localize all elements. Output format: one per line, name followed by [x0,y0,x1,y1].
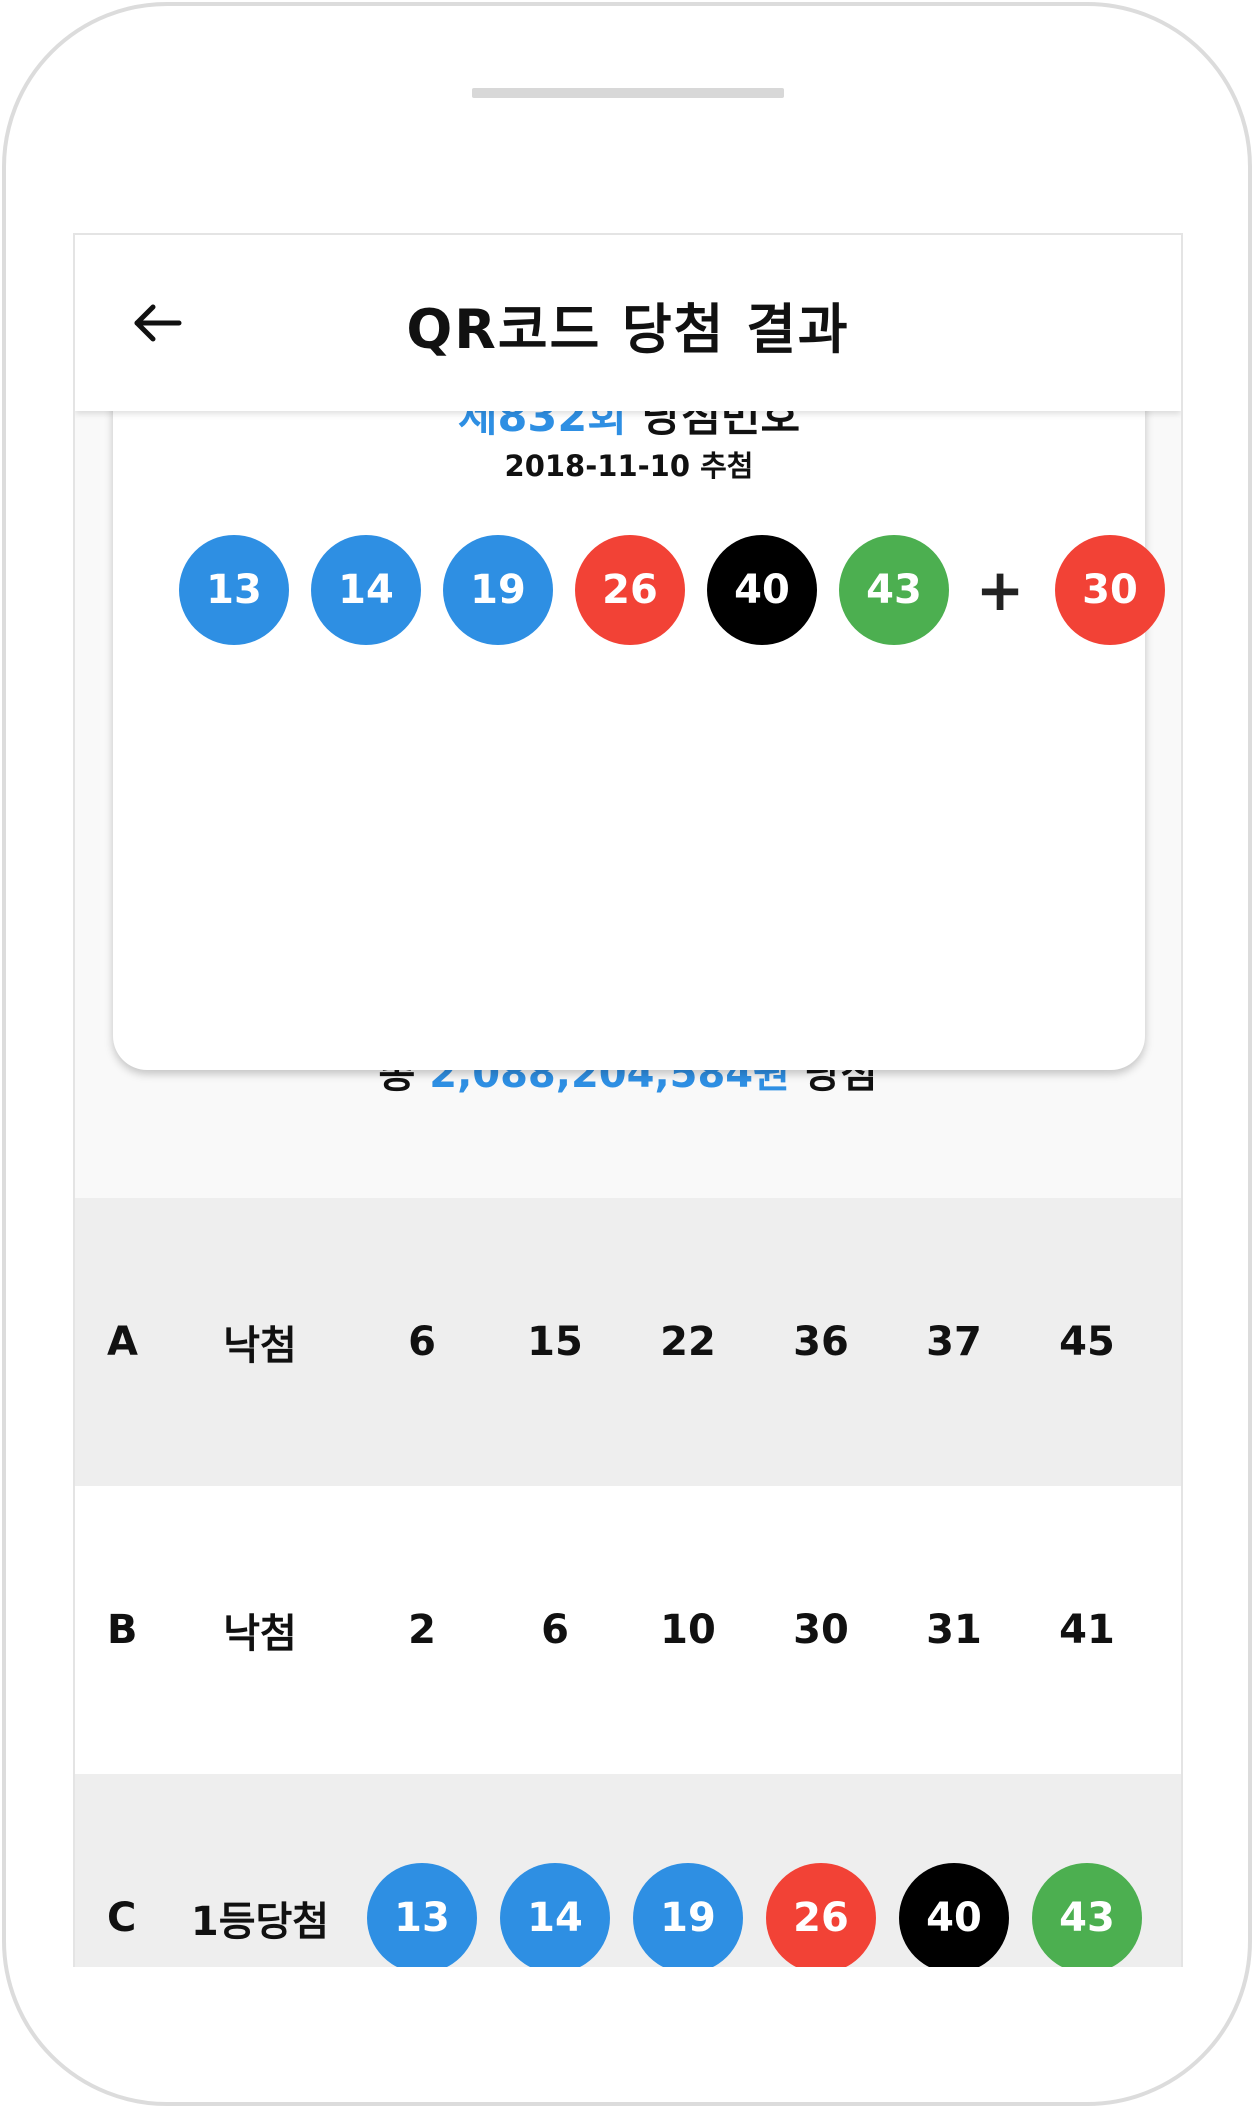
draw-date: 2018-11-10 추첨 [504,449,754,483]
winning-numbers-card: 제832회 당첨번호 2018-11-10 추첨 13 14 19 26 40 … [113,365,1165,1070]
app-screen: QR코드 당첨 결과 제832회 당첨번호 2018-11-10 추첨 13 1… [73,233,1183,1967]
ticket-number: 37 [926,1319,982,1365]
ticket-status: 낙첨 [223,1611,297,1657]
ticket-number: 15 [527,1319,583,1365]
arrow-left-icon [134,304,182,342]
ticket-number: 30 [793,1607,849,1653]
phone-speaker [472,88,784,98]
matched-ball: 40 [899,1863,1009,1967]
ticket-status: 1등당첨 [190,1899,330,1945]
ticket-label: B [107,1607,138,1653]
winning-ball: 13 [179,535,289,645]
matched-ball: 43 [1032,1863,1142,1967]
ticket-number: 10 [660,1607,716,1653]
matched-ball: 19 [633,1863,743,1967]
ticket-number: 6 [408,1319,436,1365]
winning-ball: 19 [443,535,553,645]
ticket-number: 6 [541,1607,569,1653]
winning-ball: 43 [839,535,949,645]
matched-ball: 14 [500,1863,610,1967]
winning-number-row: 13 14 19 26 40 43 + 30 [179,535,1181,645]
matched-ball: 13 [367,1863,477,1967]
matched-ball: 26 [766,1863,876,1967]
plus-sign: + [975,556,1025,624]
ticket-label: C [107,1895,137,1941]
app-bar: QR코드 당첨 결과 [75,235,1181,411]
ticket-number: 31 [926,1607,982,1653]
page-title: QR코드 당첨 결과 [406,298,850,361]
ticket-number: 36 [793,1319,849,1365]
winning-ball: 26 [575,535,685,645]
ticket-row-b: B 낙첨 2 6 10 30 31 41 [75,1486,1181,1774]
winning-ball: 40 [707,535,817,645]
bonus-ball: 30 [1055,535,1165,645]
ticket-row-a: A 낙첨 6 15 22 36 37 45 [75,1198,1181,1486]
ticket-row-c: C 1등당첨 13 14 19 26 40 43 [75,1774,1181,1967]
ticket-number: 41 [1059,1607,1115,1653]
ticket-number: 45 [1059,1319,1115,1365]
ticket-number: 22 [660,1319,716,1365]
ticket-status: 낙첨 [223,1323,297,1369]
ticket-label: A [107,1319,138,1365]
winning-ball: 14 [311,535,421,645]
back-button[interactable] [125,291,189,355]
ticket-number: 2 [408,1607,436,1653]
